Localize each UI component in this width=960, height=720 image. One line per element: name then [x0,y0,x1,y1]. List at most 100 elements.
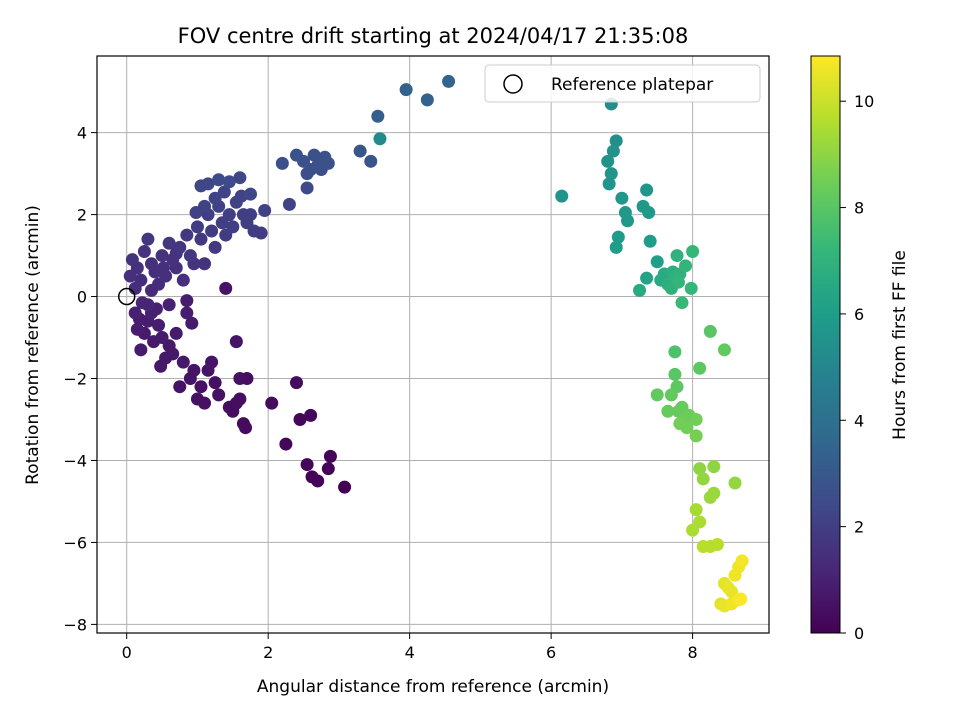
data-point [212,388,226,402]
data-point [728,476,742,490]
data-point [180,228,194,242]
data-point [353,144,367,158]
data-point [194,232,208,246]
data-point [254,226,268,240]
data-point [668,345,682,359]
data-point [282,197,296,211]
colorbar-ticks: 0 2 4 6 8 10 [840,92,874,643]
data-point [125,253,139,267]
colorbar-tick-label: 2 [854,518,864,537]
data-point [180,294,194,308]
data-point [311,474,325,488]
data-point [226,220,240,234]
data-point [243,187,257,201]
data-point [420,93,434,107]
data-point [141,232,155,246]
data-point [183,249,197,263]
data-point [180,306,194,320]
data-point [633,283,647,297]
data-point [205,224,219,238]
data-point [293,412,307,426]
data-point [222,175,236,189]
data-point [239,421,253,435]
data-point [187,363,201,377]
legend-reference-marker [503,74,523,94]
data-point [686,244,700,258]
data-point [279,437,293,451]
data-point [304,408,318,422]
data-point [233,372,247,386]
x-axis-label: Angular distance from reference (arcmin) [257,677,609,697]
data-point [689,503,703,517]
data-point [707,460,721,474]
data-point [155,249,169,263]
data-point [134,273,148,287]
colorbar-tick-label: 10 [854,92,874,111]
data-point [222,208,236,222]
data-point [703,324,717,338]
data-point [642,206,656,220]
y-axis-label: Rotation from reference (arcmin) [23,205,43,485]
plot-background [97,56,769,633]
colorbar-tick-label: 6 [854,305,864,324]
data-point [606,144,620,158]
data-point [289,376,303,390]
colorbar-tick-label: 8 [854,199,864,218]
data-point [137,244,151,258]
data-point [162,298,176,312]
data-point [155,331,169,345]
data-point [297,154,311,168]
legend-box [484,64,761,103]
data-point [710,537,724,551]
colorbar: 0 2 4 6 8 10 Hours from first FF file [810,55,910,643]
data-point [661,404,675,418]
x-tick-label: 6 [546,643,556,662]
data-point [128,306,142,320]
data-point [198,396,212,410]
data-point [693,361,707,375]
data-point [640,271,654,285]
data-point [243,208,257,222]
data-point [212,173,226,187]
data-point [190,220,204,234]
colorbar-tick-label: 4 [854,411,864,430]
data-point [198,257,212,271]
data-point [735,554,749,568]
data-point [205,355,219,369]
colorbar-gradient [810,55,841,634]
colorbar-label: Hours from first FF file [890,250,910,440]
data-point [670,249,684,263]
data-point [130,322,144,336]
data-point [321,462,335,476]
data-point [135,296,149,310]
data-point [194,380,208,394]
data-point [675,296,689,310]
data-point [664,388,678,402]
data-point [650,388,664,402]
data-point [185,316,199,330]
data-point [166,347,180,361]
y-tick-label: −2 [63,370,87,389]
data-point [371,109,385,123]
data-point [154,359,168,373]
data-point [318,150,332,164]
data-point [640,183,654,197]
y-tick-label: −8 [63,615,87,634]
data-point [693,515,707,529]
y-tick-label: −4 [63,451,87,470]
data-point [162,236,176,250]
data-point [734,592,748,606]
y-tick-label: 0 [77,288,87,307]
data-point [621,214,635,228]
data-point [555,189,569,203]
data-point [373,132,387,146]
data-point [442,74,456,88]
data-point [208,376,222,390]
x-tick-label: 8 [688,643,698,662]
data-point [602,177,616,191]
data-point [643,234,657,248]
x-tick-label: 4 [405,643,415,662]
data-point [173,240,187,254]
data-point [208,191,222,205]
data-point [668,367,682,381]
